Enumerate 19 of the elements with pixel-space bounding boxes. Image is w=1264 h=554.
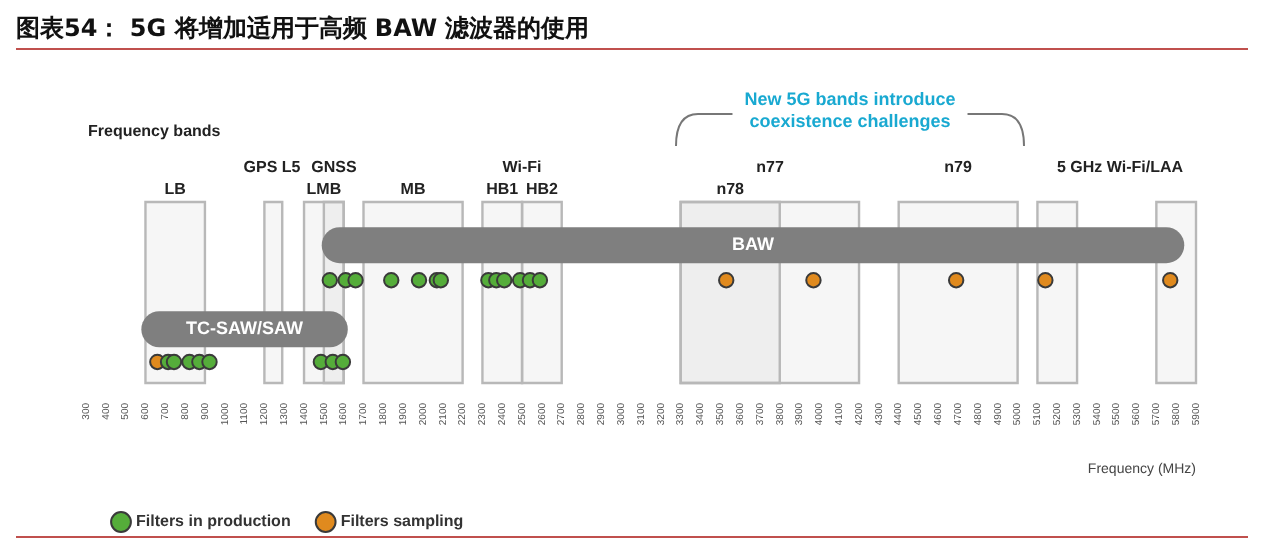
chart-title: 图表54： 5G 将增加适用于高频 BAW 滤波器的使用: [16, 8, 1248, 50]
text: n79: [944, 158, 973, 177]
band-label: HB1: [486, 180, 520, 199]
text: n77: [756, 158, 785, 177]
text: Frequency bands: [88, 122, 222, 141]
band-label: HB2: [525, 180, 559, 199]
text: New 5G bands introduce coexistence challenges: [744, 88, 956, 131]
series-label: TC-SAW/SAW: [186, 318, 305, 339]
band-label: MB: [400, 180, 426, 199]
text: Wi-Fi: [502, 158, 542, 177]
legend-label: Filters in production: [136, 512, 291, 531]
series-label: BAW: [731, 234, 775, 255]
text: GPS L5: [243, 158, 302, 177]
text: GNSS: [311, 158, 358, 177]
band-label: n78: [716, 180, 746, 199]
legend-label: Filters sampling: [340, 512, 464, 531]
band-label: LMB: [306, 180, 342, 199]
text: 5 GHz Wi-Fi/LAA: [1056, 158, 1184, 177]
band-label: LB: [164, 180, 187, 199]
